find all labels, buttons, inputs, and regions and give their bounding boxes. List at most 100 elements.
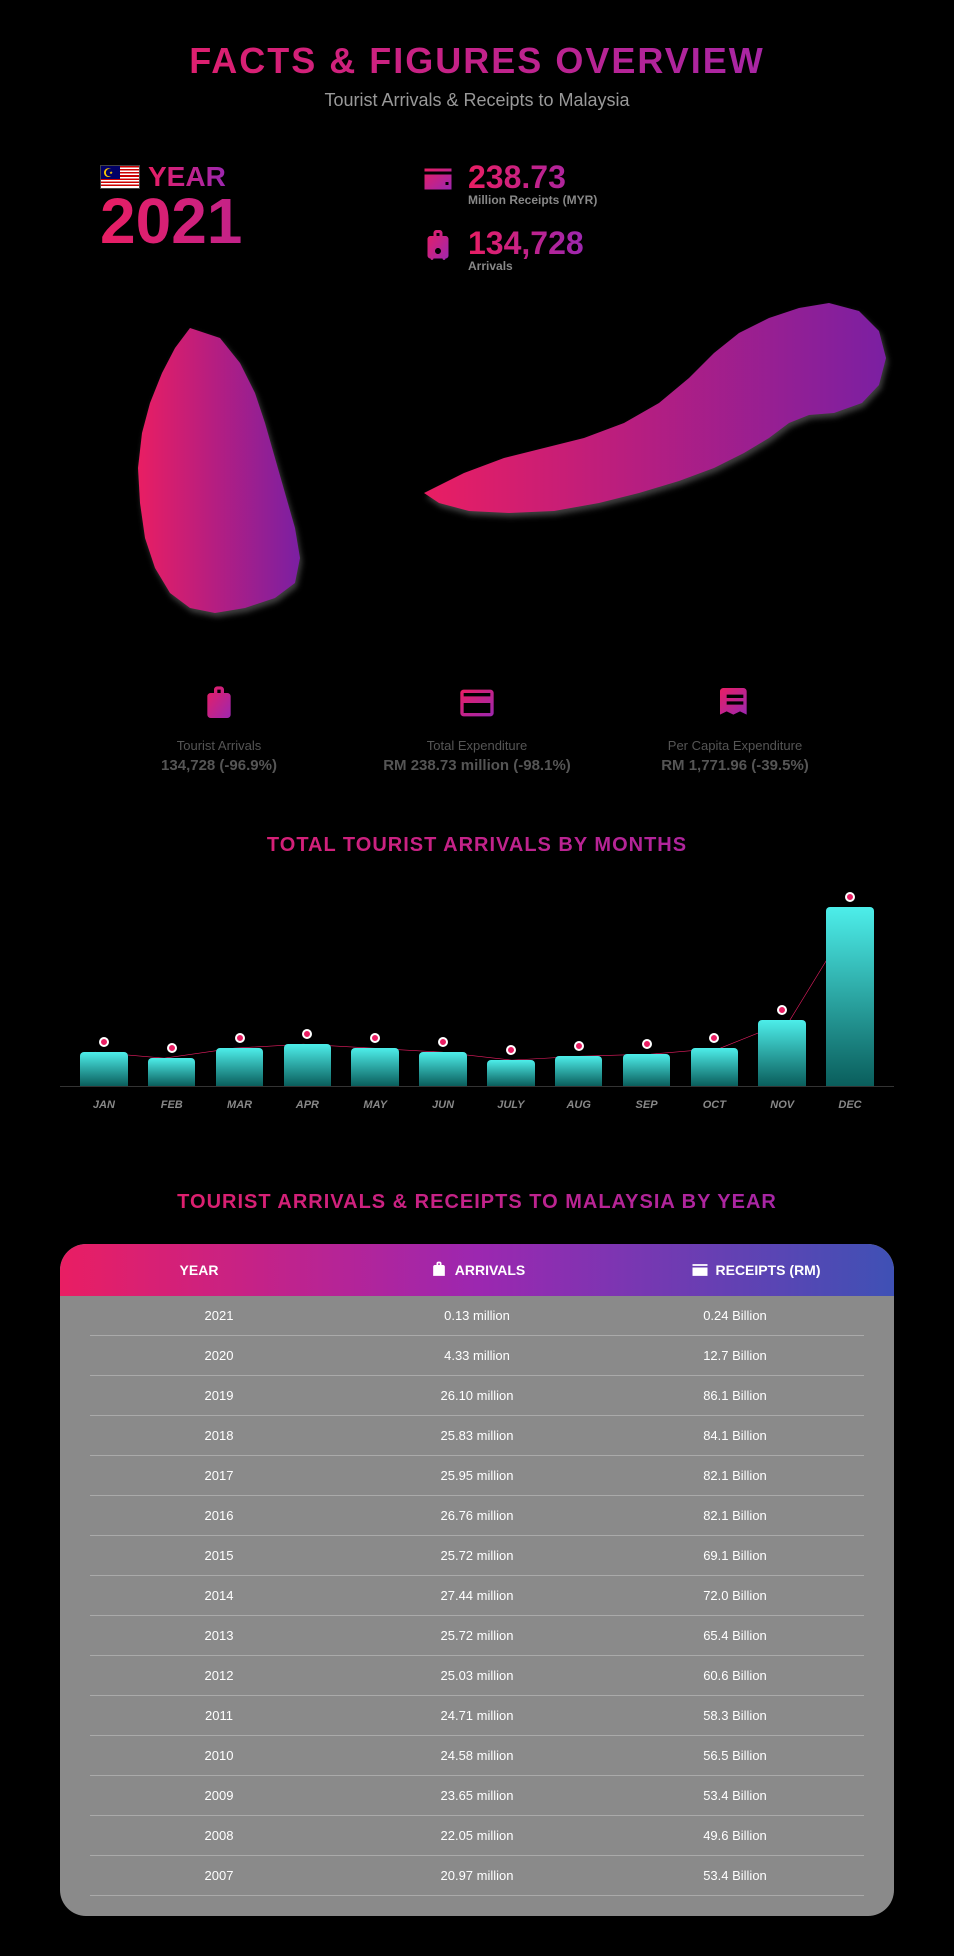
table-cell: 58.3 Billion xyxy=(606,1708,864,1723)
table-cell: 2018 xyxy=(90,1428,348,1443)
receipts-stat: 238.73 Million Receipts (MYR) xyxy=(420,161,854,207)
table-cell: 25.72 million xyxy=(348,1548,606,1563)
month-label: JAN xyxy=(70,1099,138,1111)
table-cell: 2021 xyxy=(90,1308,348,1323)
malaysia-flag-icon xyxy=(100,165,140,189)
month-label: MAY xyxy=(341,1099,409,1111)
table-cell: 2015 xyxy=(90,1548,348,1563)
line-marker xyxy=(574,1041,584,1051)
table-row: 201825.83 million84.1 Billion xyxy=(90,1416,864,1456)
table-row: 20210.13 million0.24 Billion xyxy=(90,1296,864,1336)
table-header-row: YEAR ARRIVALS RECEIPTS (RM) xyxy=(60,1244,894,1296)
table-cell: 2007 xyxy=(90,1868,348,1883)
th-label: RECEIPTS (RM) xyxy=(716,1262,821,1278)
yearly-table: YEAR ARRIVALS RECEIPTS (RM) 20210.13 mil… xyxy=(60,1244,894,1916)
table-cell: 2019 xyxy=(90,1388,348,1403)
kpi-row: Tourist Arrivals 134,728 (-96.9%) Total … xyxy=(60,683,894,774)
table-cell: 69.1 Billion xyxy=(606,1548,864,1563)
year-value: 2021 xyxy=(100,193,380,251)
monthly-bar-chart xyxy=(60,887,894,1087)
table-cell: 25.03 million xyxy=(348,1668,606,1683)
table-cell: 65.4 Billion xyxy=(606,1628,864,1643)
bar xyxy=(351,1048,398,1086)
bar-wrap xyxy=(409,887,477,1086)
table-body: 20210.13 million0.24 Billion20204.33 mil… xyxy=(60,1296,894,1896)
receipts-sublabel: Million Receipts (MYR) xyxy=(468,193,597,207)
table-cell: 24.58 million xyxy=(348,1748,606,1763)
line-marker xyxy=(235,1033,245,1043)
bar-wrap xyxy=(748,887,816,1086)
monthly-chart-title: TOTAL TOURIST ARRIVALS BY MONTHS xyxy=(60,834,894,857)
year-block: YEAR 2021 xyxy=(100,161,380,293)
bar xyxy=(80,1052,127,1086)
kpi-expenditure: Total Expenditure RM 238.73 million (-98… xyxy=(348,683,606,774)
month-label: JUN xyxy=(409,1099,477,1111)
table-cell: 84.1 Billion xyxy=(606,1428,864,1443)
month-label: SEP xyxy=(613,1099,681,1111)
table-cell: 82.1 Billion xyxy=(606,1468,864,1483)
table-cell: 53.4 Billion xyxy=(606,1788,864,1803)
bar-wrap xyxy=(70,887,138,1086)
table-cell: 25.72 million xyxy=(348,1628,606,1643)
table-row: 201427.44 million72.0 Billion xyxy=(90,1576,864,1616)
line-marker xyxy=(302,1029,312,1039)
table-row: 201024.58 million56.5 Billion xyxy=(90,1736,864,1776)
east-malaysia-map-icon xyxy=(414,263,894,563)
west-malaysia-map-icon xyxy=(100,323,330,623)
wallet-icon xyxy=(690,1260,710,1280)
bar-wrap xyxy=(477,887,545,1086)
table-cell: 4.33 million xyxy=(348,1348,606,1363)
line-marker xyxy=(167,1043,177,1053)
month-label: AUG xyxy=(545,1099,613,1111)
kpi-label: Per Capita Expenditure xyxy=(606,738,864,753)
kpi-percapita: Per Capita Expenditure RM 1,771.96 (-39.… xyxy=(606,683,864,774)
th-label: ARRIVALS xyxy=(455,1262,526,1278)
table-cell: 0.24 Billion xyxy=(606,1308,864,1323)
th-label: YEAR xyxy=(180,1262,219,1278)
table-cell: 24.71 million xyxy=(348,1708,606,1723)
month-label: OCT xyxy=(680,1099,748,1111)
table-row: 201725.95 million82.1 Billion xyxy=(90,1456,864,1496)
table-cell: 2012 xyxy=(90,1668,348,1683)
table-cell: 49.6 Billion xyxy=(606,1828,864,1843)
table-row: 201626.76 million82.1 Billion xyxy=(90,1496,864,1536)
bar xyxy=(148,1058,195,1086)
table-row: 201525.72 million69.1 Billion xyxy=(90,1536,864,1576)
table-cell: 2009 xyxy=(90,1788,348,1803)
luggage-icon xyxy=(429,1260,449,1280)
table-cell: 2014 xyxy=(90,1588,348,1603)
kpi-label: Total Expenditure xyxy=(348,738,606,753)
table-cell: 2017 xyxy=(90,1468,348,1483)
bar xyxy=(826,907,873,1086)
month-label: APR xyxy=(273,1099,341,1111)
table-cell: 2011 xyxy=(90,1708,348,1723)
table-row: 20204.33 million12.7 Billion xyxy=(90,1336,864,1376)
table-row: 201225.03 million60.6 Billion xyxy=(90,1656,864,1696)
bar xyxy=(487,1060,534,1086)
malaysia-map xyxy=(60,323,894,653)
table-cell: 22.05 million xyxy=(348,1828,606,1843)
table-row: 201926.10 million86.1 Billion xyxy=(90,1376,864,1416)
luggage-icon xyxy=(420,227,456,263)
table-cell: 25.95 million xyxy=(348,1468,606,1483)
month-label: NOV xyxy=(748,1099,816,1111)
month-label: MAR xyxy=(206,1099,274,1111)
card-icon xyxy=(457,683,497,723)
table-cell: 23.65 million xyxy=(348,1788,606,1803)
th-year: YEAR xyxy=(60,1260,338,1280)
table-cell: 56.5 Billion xyxy=(606,1748,864,1763)
table-cell: 12.7 Billion xyxy=(606,1348,864,1363)
th-receipts: RECEIPTS (RM) xyxy=(616,1260,894,1280)
bar-wrap xyxy=(273,887,341,1086)
bar xyxy=(623,1054,670,1086)
line-marker xyxy=(99,1037,109,1047)
month-label: DEC xyxy=(816,1099,884,1111)
kpi-value: 134,728 (-96.9%) xyxy=(90,757,348,774)
table-cell: 72.0 Billion xyxy=(606,1588,864,1603)
bar-wrap xyxy=(613,887,681,1086)
bar-wrap xyxy=(206,887,274,1086)
arrivals-value: 134,728 xyxy=(468,227,584,259)
table-cell: 26.10 million xyxy=(348,1388,606,1403)
table-cell: 2008 xyxy=(90,1828,348,1843)
month-label: JULY xyxy=(477,1099,545,1111)
